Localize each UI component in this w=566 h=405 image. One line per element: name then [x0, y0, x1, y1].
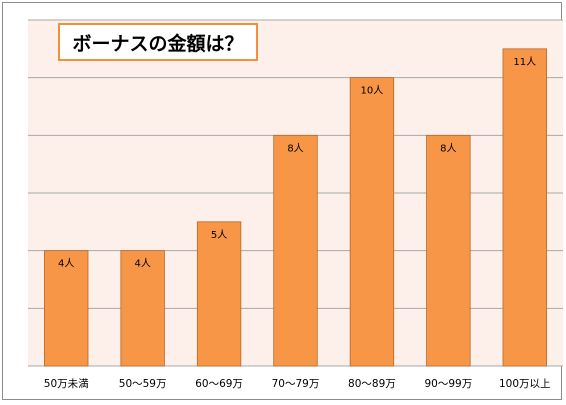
- category-label-6: 100万以上: [499, 378, 551, 390]
- bar-1: [120, 250, 165, 367]
- category-label-4: 80～89万: [348, 378, 396, 390]
- bar-2: [196, 221, 242, 367]
- bar-3: [273, 134, 318, 367]
- bar-5: [426, 134, 471, 367]
- category-label-0: 50万未満: [44, 378, 89, 390]
- data-label-2: 5人: [211, 229, 227, 241]
- chart-title: ボーナスの金額は？: [72, 32, 244, 55]
- data-labels: 4人 4人 5人 8人 10人 8人 11人: [58, 56, 536, 270]
- bar-4: [349, 77, 395, 367]
- chart-title-box: ボーナスの金額は？: [58, 23, 258, 61]
- data-label-1: 4人: [134, 258, 150, 270]
- data-label-0: 4人: [58, 258, 74, 270]
- bar-6: [502, 48, 547, 367]
- category-label-1: 50～59万: [119, 378, 167, 390]
- category-axis-labels: 50万未満 50～59万 60～69万 70～79万 80～89万 90～99万 100万以…: [44, 378, 551, 390]
- bar-0: [44, 250, 89, 367]
- data-label-6: 11人: [513, 56, 536, 68]
- category-label-3: 70～79万: [272, 378, 320, 390]
- data-label-3: 8人: [287, 142, 303, 154]
- bar-series: [44, 48, 547, 367]
- category-label-5: 90～99万: [424, 378, 472, 390]
- data-label-5: 8人: [440, 142, 456, 154]
- data-label-4: 10人: [361, 85, 384, 97]
- category-label-2: 60～69万: [195, 378, 243, 390]
